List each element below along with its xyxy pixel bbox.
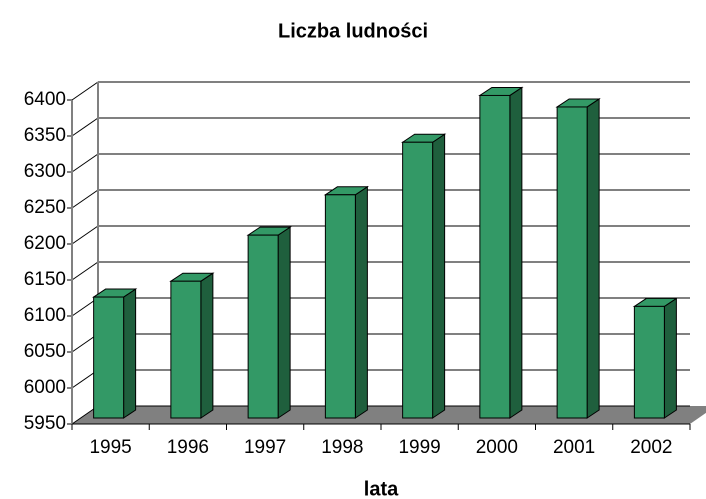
y-tick-label: 6250	[24, 197, 66, 218]
grid-line	[71, 225, 99, 245]
x-tick-label: 2000	[476, 437, 518, 458]
bar-side	[123, 288, 137, 419]
x-tick-label: 2002	[630, 437, 672, 458]
x-tick-label: 1998	[321, 437, 363, 458]
x-tick-label: 1995	[89, 437, 131, 458]
bar	[170, 280, 202, 419]
y-tick-label: 6300	[24, 161, 66, 182]
x-tick-label: 1999	[398, 437, 440, 458]
x-tick-label: 1997	[244, 437, 286, 458]
bar-side	[354, 185, 368, 419]
grid-line	[71, 189, 99, 209]
bar-side	[586, 98, 600, 419]
grid-line	[71, 153, 99, 173]
y-tick-label: 5950	[24, 413, 66, 434]
bar	[556, 106, 588, 419]
bar-side	[663, 297, 677, 419]
x-axis-title: lata	[364, 478, 399, 499]
bar	[402, 141, 434, 419]
bar	[479, 94, 511, 419]
x-tick-label: 2001	[553, 437, 595, 458]
y-tick-label: 6150	[24, 269, 66, 290]
bar-side	[277, 226, 291, 419]
chart-title: Liczba ludności	[278, 20, 428, 42]
bar	[324, 194, 356, 419]
bar-side	[509, 86, 523, 419]
y-tick-label: 6400	[24, 89, 66, 110]
y-tick-label: 6350	[24, 125, 66, 146]
grid-line	[71, 81, 99, 101]
bar-side	[432, 133, 446, 419]
bar	[633, 305, 665, 419]
bar-side	[200, 272, 214, 419]
y-tick-label: 6000	[24, 377, 66, 398]
y-tick-label: 6050	[24, 341, 66, 362]
grid-line	[71, 117, 99, 137]
bar	[93, 296, 125, 419]
y-tick-label: 6100	[24, 305, 66, 326]
x-tick-label: 1996	[167, 437, 209, 458]
bar	[247, 234, 279, 419]
y-tick-label: 6200	[24, 233, 66, 254]
floor	[72, 406, 706, 424]
grid-line	[71, 261, 99, 281]
